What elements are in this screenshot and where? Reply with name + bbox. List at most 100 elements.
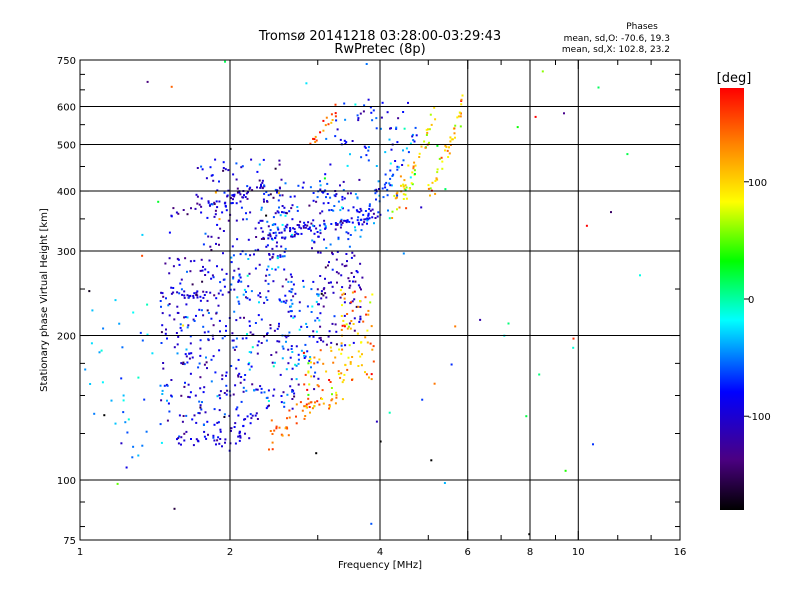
echo-point	[146, 303, 149, 306]
echo-point	[246, 333, 248, 336]
echo-point	[195, 291, 198, 294]
echo-point	[274, 188, 277, 191]
echo-point	[356, 114, 359, 117]
echo-point	[359, 286, 361, 289]
echo-point	[346, 192, 349, 195]
echo-point	[459, 112, 462, 115]
echo-point	[296, 206, 299, 208]
echo-point	[396, 168, 399, 171]
echo-point	[361, 276, 364, 279]
echo-point	[412, 139, 415, 142]
echo-point	[233, 348, 236, 351]
echo-point	[235, 178, 238, 181]
echo-point	[182, 361, 185, 364]
echo-point	[249, 186, 252, 189]
echo-point	[379, 127, 382, 130]
echo-point	[245, 218, 248, 221]
echo-point	[336, 250, 339, 253]
echo-point	[176, 291, 179, 294]
echo-point	[223, 191, 226, 194]
echo-point	[235, 337, 238, 340]
echo-point	[364, 371, 366, 374]
echo-point	[250, 158, 253, 161]
echo-point	[386, 194, 389, 197]
echo-point	[356, 219, 359, 222]
echo-point	[218, 243, 220, 246]
echo-point	[384, 173, 387, 176]
echo-point	[232, 276, 235, 279]
echo-point	[90, 342, 93, 345]
echo-point	[272, 196, 275, 199]
echo-point	[198, 203, 201, 206]
echo-point	[271, 256, 274, 258]
echo-point	[372, 212, 375, 215]
echo-point	[227, 169, 230, 172]
echo-point	[405, 147, 408, 150]
echo-point	[366, 222, 368, 225]
stats-line-x: mean, sd,X: 102.8, 23.2	[562, 45, 670, 55]
echo-point	[343, 265, 346, 268]
echo-point	[572, 337, 575, 340]
echo-point	[309, 186, 312, 189]
echo-point	[316, 317, 319, 320]
echo-point	[405, 207, 408, 210]
echo-point	[283, 206, 286, 209]
echo-point	[195, 293, 198, 296]
echo-point	[389, 162, 392, 165]
echo-point	[441, 167, 444, 170]
echo-point	[279, 255, 282, 258]
echo-point	[183, 439, 186, 442]
y-axis-label: Stationary phase Virtual Height [km]	[39, 208, 50, 392]
echo-point	[235, 408, 238, 411]
echo-point	[289, 385, 292, 388]
echo-point	[240, 400, 243, 403]
echo-point	[308, 359, 311, 362]
echo-point	[356, 197, 359, 200]
echo-point	[132, 445, 135, 448]
echo-point	[278, 231, 281, 234]
echo-point	[342, 180, 345, 183]
echo-point	[310, 222, 313, 225]
echo-point	[541, 70, 544, 73]
echo-point	[221, 378, 224, 381]
echo-point	[234, 442, 237, 445]
echo-point	[335, 223, 338, 226]
echo-point	[193, 259, 196, 262]
echo-point	[350, 217, 353, 220]
echo-point	[283, 405, 286, 408]
echo-point	[368, 217, 371, 220]
echo-point	[273, 361, 276, 364]
echo-point	[290, 280, 293, 283]
echo-point	[345, 221, 348, 224]
chart-grid	[80, 60, 680, 540]
echo-point	[359, 207, 362, 210]
echo-point	[101, 381, 104, 384]
echo-point	[414, 126, 417, 129]
echo-point	[260, 391, 263, 394]
echo-point	[180, 362, 183, 365]
echo-point	[303, 221, 306, 224]
echo-point	[418, 152, 421, 155]
echo-point	[314, 401, 316, 404]
echo-point	[225, 371, 228, 374]
echo-point	[161, 292, 164, 295]
echo-point	[390, 184, 393, 187]
echo-point	[282, 347, 285, 350]
echo-point	[335, 394, 338, 397]
echo-point	[194, 394, 197, 397]
echo-point	[222, 230, 225, 232]
echo-point	[314, 135, 317, 138]
echo-point	[210, 277, 213, 280]
echo-point	[342, 189, 345, 192]
echo-point	[402, 198, 405, 200]
echo-point	[209, 245, 212, 248]
echo-point	[280, 401, 283, 404]
echo-point	[368, 205, 371, 208]
echo-point	[281, 357, 284, 360]
echo-point	[263, 301, 266, 304]
echo-point	[316, 361, 319, 364]
echo-point	[205, 291, 208, 294]
echo-point	[343, 219, 346, 222]
echo-point	[303, 383, 306, 386]
echo-point	[309, 401, 312, 404]
